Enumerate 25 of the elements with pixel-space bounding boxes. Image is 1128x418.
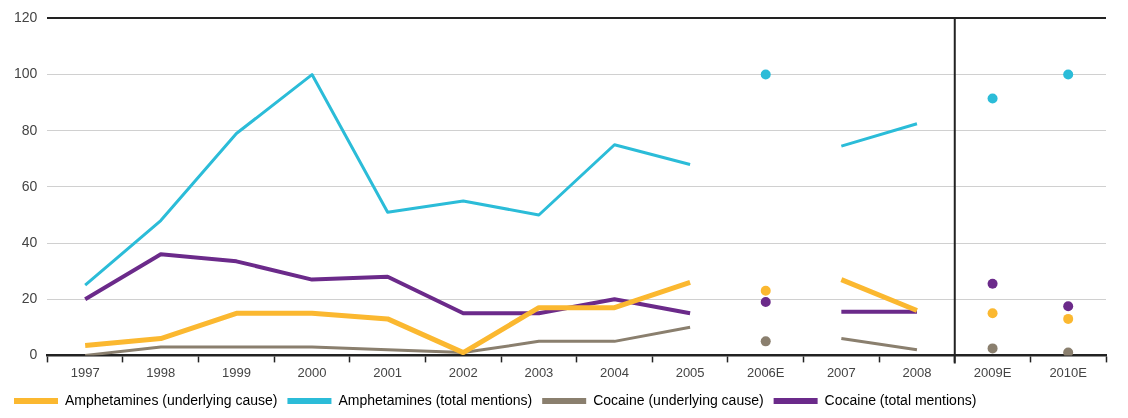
x-tick-label: 2004: [600, 364, 629, 380]
x-tick-label: 2001: [373, 364, 403, 380]
legend-label: Amphetamines (underlying cause): [65, 391, 278, 408]
legend-label: Amphetamines (total mentions): [338, 391, 533, 408]
legend-label: Cocaine (total mentions): [824, 391, 977, 408]
y-tick-label: 60: [21, 177, 38, 194]
y-tick-label: 80: [21, 121, 38, 138]
x-tick-label: 1998: [146, 364, 176, 380]
y-tick-label: 20: [21, 290, 38, 307]
x-tick-label: 1997: [70, 364, 100, 380]
y-tick-label: 100: [14, 65, 38, 82]
x-tick-label: 2005: [675, 364, 705, 380]
x-tick-label: 2009E: [973, 364, 1012, 380]
y-tick-label: 120: [14, 9, 38, 26]
legend-label: Cocaine (underlying cause): [593, 391, 764, 408]
x-tick-label: 2003: [524, 364, 554, 380]
x-tick-label: 2008: [902, 364, 932, 380]
x-tick-label: 2007: [826, 364, 856, 380]
x-tick-label: 1999: [221, 364, 251, 380]
y-tick-label: 0: [29, 346, 38, 363]
y-tick-label: 40: [21, 233, 38, 250]
x-tick-label: 2006E: [746, 364, 785, 380]
x-tick-label: 2010E: [1049, 364, 1088, 380]
x-tick-label: 2002: [448, 364, 478, 380]
x-tick-label: 2000: [297, 364, 327, 380]
